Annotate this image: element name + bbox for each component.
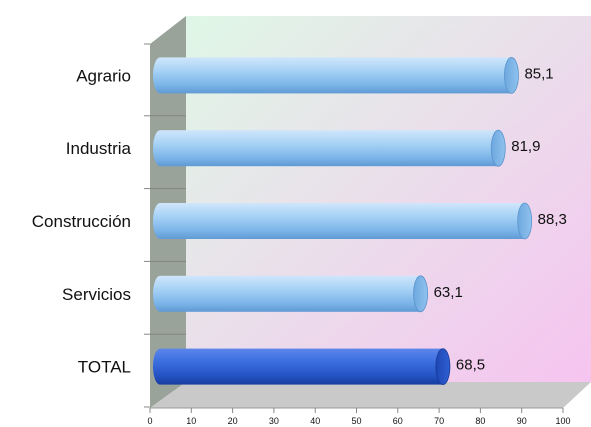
floor xyxy=(150,382,591,408)
value-label: 81,9 xyxy=(511,138,540,155)
category-label: TOTAL xyxy=(78,358,131,377)
x-tick-label: 30 xyxy=(269,416,279,426)
x-tick-label: 80 xyxy=(475,416,485,426)
x-tick-label: 70 xyxy=(434,416,444,426)
x-tick-label: 0 xyxy=(147,416,152,426)
value-label: 68,5 xyxy=(456,357,485,374)
value-label: 85,1 xyxy=(524,65,553,82)
category-labels: Agrario Industria Construcción Servicios TOT… xyxy=(32,66,132,376)
bar xyxy=(153,203,532,239)
category-label: Construcción xyxy=(32,212,131,231)
x-tick-label: 60 xyxy=(393,416,403,426)
value-label: 63,1 xyxy=(434,284,463,301)
x-tick-label: 90 xyxy=(517,416,527,426)
category-label: Agrario xyxy=(76,66,131,85)
bar xyxy=(153,276,428,312)
bar xyxy=(153,57,518,93)
value-label: 88,3 xyxy=(538,211,567,228)
x-tick-label: 100 xyxy=(555,416,570,426)
x-tick-label: 50 xyxy=(351,416,361,426)
bar xyxy=(153,130,505,166)
bar xyxy=(153,349,450,385)
x-tick-label: 10 xyxy=(186,416,196,426)
category-label: Servicios xyxy=(62,285,131,304)
category-label: Industria xyxy=(66,139,132,158)
x-tick-label: 40 xyxy=(310,416,320,426)
x-axis: 0 10 20 30 40 50 60 70 80 90 100 xyxy=(147,408,570,426)
x-tick-label: 20 xyxy=(228,416,238,426)
